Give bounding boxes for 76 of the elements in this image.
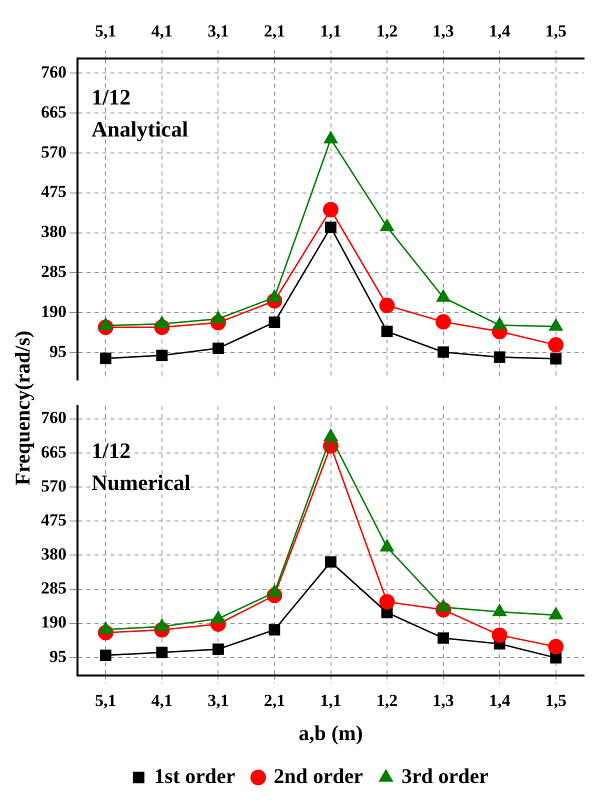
point — [436, 290, 450, 302]
x-tick-label: 1,5 — [545, 22, 566, 41]
y-tick-label: 285 — [41, 578, 66, 598]
point — [268, 290, 282, 302]
x-tick-label: 1,4 — [488, 22, 511, 41]
point — [211, 311, 226, 324]
y-tick-label: 190 — [41, 302, 66, 321]
point — [325, 222, 336, 233]
x-tick-label: 5,1 — [95, 690, 116, 710]
point — [381, 326, 393, 338]
y-tick-label: 760 — [41, 62, 66, 82]
annotation: Analytical — [92, 116, 188, 142]
y-tick-label: 570 — [41, 142, 66, 162]
point — [438, 346, 450, 358]
point — [324, 131, 338, 144]
point — [156, 646, 168, 658]
point — [323, 202, 338, 218]
point — [268, 316, 280, 328]
y-tick-label: 475 — [41, 182, 66, 202]
x-tick-label: 2,1 — [264, 690, 286, 710]
point — [155, 316, 169, 328]
y-tick-label: 570 — [41, 476, 66, 496]
x-tick-label: 1,3 — [432, 22, 454, 41]
y-axis-title: Frequency(rad/s) — [10, 330, 36, 486]
y-tick-label: 190 — [41, 612, 66, 632]
point — [548, 337, 564, 353]
point — [268, 624, 280, 636]
y-tick-label: 380 — [41, 544, 66, 564]
y-tick-label: 665 — [41, 442, 66, 462]
point — [156, 350, 168, 362]
x-tick-label: 1,2 — [376, 22, 398, 41]
legend-label: 1st order — [154, 764, 236, 788]
x-axis-title: a,b (m) — [298, 720, 363, 745]
x-tick-label: 1,3 — [432, 690, 454, 710]
y-tick-label: 95 — [50, 646, 66, 666]
x-tick-label: 1,1 — [320, 22, 342, 41]
point — [380, 219, 394, 232]
x-tick-label: 5,1 — [95, 22, 116, 41]
point — [494, 351, 506, 363]
annotation: 1/12 — [92, 84, 131, 110]
point — [549, 318, 563, 331]
point — [212, 342, 224, 354]
x-tick-label: 4,1 — [151, 690, 173, 710]
x-tick-label: 1,1 — [320, 690, 342, 710]
y-tick-label: 760 — [41, 408, 66, 428]
x-tick-label: 3,1 — [208, 690, 229, 710]
annotation: 1/12 — [92, 438, 131, 464]
x-tick-label: 1,5 — [545, 690, 566, 710]
annotation: Numerical — [92, 470, 190, 496]
point — [548, 638, 564, 654]
point — [379, 594, 395, 610]
x-tick-label: 3,1 — [208, 22, 229, 41]
point — [325, 556, 336, 568]
point — [324, 428, 338, 441]
point — [212, 644, 224, 655]
point — [436, 314, 452, 330]
x-tick-label: 4,1 — [151, 22, 173, 41]
legend-label: 3rd order — [401, 764, 488, 788]
legend-label: 2nd order — [274, 764, 363, 788]
point — [379, 298, 395, 314]
point — [380, 540, 394, 552]
point — [268, 584, 282, 597]
y-tick-label: 665 — [41, 102, 66, 122]
point — [492, 604, 506, 616]
point — [100, 352, 112, 364]
point — [492, 627, 508, 643]
point — [438, 632, 450, 644]
y-tick-label: 380 — [41, 222, 66, 242]
point — [100, 650, 112, 661]
y-tick-label: 95 — [50, 342, 66, 361]
x-tick-label: 2,1 — [264, 22, 286, 41]
y-tick-label: 475 — [41, 510, 66, 530]
x-tick-label: 1,2 — [376, 690, 398, 710]
y-tick-label: 285 — [41, 262, 66, 282]
point — [550, 353, 562, 364]
x-tick-label: 1,4 — [488, 690, 511, 710]
